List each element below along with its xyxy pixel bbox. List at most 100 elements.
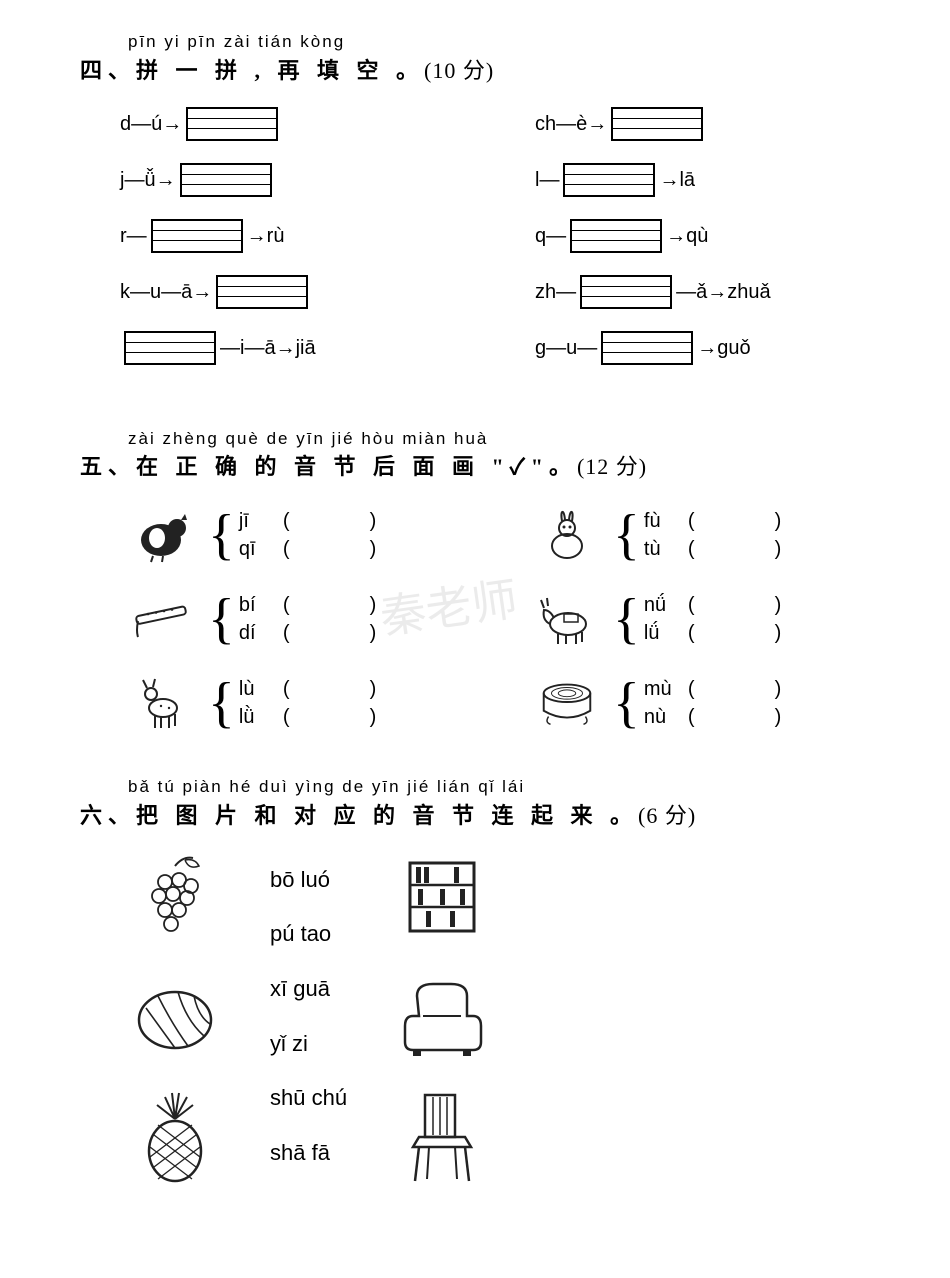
bracket: { bí() dí() bbox=[208, 591, 376, 647]
option-a[interactable]: jī() bbox=[239, 507, 376, 535]
option-text: lǜ bbox=[239, 703, 283, 731]
option-a[interactable]: lù() bbox=[239, 675, 376, 703]
match-word[interactable]: pú tao bbox=[270, 919, 347, 950]
bracket: { mù() nù() bbox=[613, 675, 781, 731]
answer-box[interactable] bbox=[216, 275, 308, 309]
option-b[interactable]: nù() bbox=[644, 703, 781, 731]
row-post: —ǎ→zhuǎ bbox=[676, 278, 771, 306]
option-a[interactable]: bí() bbox=[239, 591, 376, 619]
row-pre: ch—è→ bbox=[535, 110, 607, 138]
section-4-num: 四、 bbox=[80, 58, 136, 83]
choice-item: { lù() lǜ() bbox=[130, 671, 465, 735]
pinyin-row: r—→rù bbox=[120, 219, 455, 253]
match-word[interactable]: xī guā bbox=[270, 974, 347, 1005]
row-pre: q— bbox=[535, 222, 566, 250]
section-4-pinyin: pīn yi pīn zài tián kòng bbox=[128, 30, 870, 54]
option-a[interactable]: fù() bbox=[644, 507, 781, 535]
brace-icon: { bbox=[208, 507, 235, 563]
row-pre: l— bbox=[535, 166, 559, 194]
option-b[interactable]: tù() bbox=[644, 535, 781, 563]
option-text: tù bbox=[644, 535, 688, 563]
section-4-left-col: d—ú→ j—ǚ→ r—→rù k—u—ā→ —i—ā→jiā bbox=[120, 107, 455, 387]
option-text: bí bbox=[239, 591, 283, 619]
row-post: →guǒ bbox=[697, 334, 750, 362]
section-4-heading: pīn yi pīn zài tián kòng 四、拼 一 拼 , 再 填 空… bbox=[80, 30, 870, 87]
row-post: →lā bbox=[659, 166, 695, 194]
section-5-points: (12 分) bbox=[577, 454, 647, 479]
answer-box[interactable] bbox=[563, 163, 655, 197]
option-a[interactable]: nǘ() bbox=[644, 591, 781, 619]
pinyin-row: ch—è→ bbox=[535, 107, 870, 141]
option-text: lǘ bbox=[644, 619, 688, 647]
section-4: pīn yi pīn zài tián kòng 四、拼 一 拼 , 再 填 空… bbox=[80, 30, 870, 387]
section-4-grid: d—ú→ j—ǚ→ r—→rù k—u—ā→ —i—ā→jiā ch—è→ l—… bbox=[120, 107, 870, 387]
section-6-match: bō luó pú tao xī guā yǐ zi shū chú shā f… bbox=[130, 852, 870, 1182]
choice-item: { bí() dí() bbox=[130, 587, 465, 651]
match-word[interactable]: shū chú bbox=[270, 1083, 347, 1114]
answer-box[interactable] bbox=[601, 331, 693, 365]
choice-item: { jī() qī() bbox=[130, 503, 465, 567]
brace-icon: { bbox=[208, 675, 235, 731]
row-post: →rù bbox=[247, 222, 285, 250]
answer-box[interactable] bbox=[151, 219, 243, 253]
section-6-text: 把 图 片 和 对 应 的 音 节 连 起 来 。 bbox=[136, 803, 638, 828]
bookshelf-icon[interactable] bbox=[397, 852, 487, 942]
option-text: nù bbox=[644, 703, 688, 731]
flute-icon bbox=[130, 587, 194, 651]
section-5-title: 五、在 正 确 的 音 节 后 面 画 "✓"。(12 分) bbox=[80, 452, 870, 483]
option-text: mù bbox=[644, 675, 688, 703]
section-5-text: 在 正 确 的 音 节 后 面 画 "✓"。 bbox=[136, 454, 577, 479]
match-right-col bbox=[397, 852, 487, 1182]
answer-box[interactable] bbox=[186, 107, 278, 141]
rabbit-icon bbox=[535, 503, 599, 567]
match-words-col: bō luó pú tao xī guā yǐ zi shū chú shā f… bbox=[270, 852, 347, 1182]
answer-box[interactable] bbox=[570, 219, 662, 253]
pineapple-icon[interactable] bbox=[130, 1092, 220, 1182]
row-pre: d—ú→ bbox=[120, 110, 182, 138]
section-6-heading: bǎ tú piàn hé duì yìng de yīn jié lián q… bbox=[80, 775, 870, 832]
options: bí() dí() bbox=[239, 591, 376, 647]
answer-box[interactable] bbox=[180, 163, 272, 197]
brace-icon: { bbox=[613, 675, 640, 731]
deer-icon bbox=[130, 671, 194, 735]
answer-box[interactable] bbox=[611, 107, 703, 141]
option-b[interactable]: lǜ() bbox=[239, 703, 376, 731]
option-text: jī bbox=[239, 507, 283, 535]
watermelon-icon[interactable] bbox=[130, 972, 220, 1062]
sofa-icon[interactable] bbox=[397, 972, 487, 1062]
chicken-icon bbox=[130, 503, 194, 567]
match-word[interactable]: yǐ zi bbox=[270, 1029, 347, 1060]
row-post: —i—ā→jiā bbox=[220, 334, 316, 362]
option-a[interactable]: mù() bbox=[644, 675, 781, 703]
bracket: { jī() qī() bbox=[208, 507, 376, 563]
section-5-grid: { jī() qī() { fù() tù() bbox=[130, 503, 870, 735]
row-post: →qù bbox=[666, 222, 708, 250]
option-text: fù bbox=[644, 507, 688, 535]
options: jī() qī() bbox=[239, 507, 376, 563]
bracket: { lù() lǜ() bbox=[208, 675, 376, 731]
option-text: qī bbox=[239, 535, 283, 563]
pinyin-row: l— →lā bbox=[535, 163, 870, 197]
match-word[interactable]: bō luó bbox=[270, 865, 347, 896]
pinyin-row: q— →qù bbox=[535, 219, 870, 253]
stump-icon bbox=[535, 671, 599, 735]
grapes-icon[interactable] bbox=[130, 852, 220, 942]
pinyin-row: g—u—→guǒ bbox=[535, 331, 870, 365]
option-b[interactable]: qī() bbox=[239, 535, 376, 563]
option-b[interactable]: lǘ() bbox=[644, 619, 781, 647]
options: nǘ() lǘ() bbox=[644, 591, 781, 647]
section-5-num: 五、 bbox=[80, 454, 136, 479]
option-b[interactable]: dí() bbox=[239, 619, 376, 647]
section-5-pinyin: zài zhèng què de yīn jié hòu miàn huà bbox=[128, 427, 870, 451]
match-word[interactable]: shā fā bbox=[270, 1138, 347, 1169]
chair-icon[interactable] bbox=[397, 1092, 487, 1182]
answer-box[interactable] bbox=[124, 331, 216, 365]
option-text: lù bbox=[239, 675, 283, 703]
brace-icon: { bbox=[208, 591, 235, 647]
pinyin-row: j—ǚ→ bbox=[120, 163, 455, 197]
pinyin-row: k—u—ā→ bbox=[120, 275, 455, 309]
answer-box[interactable] bbox=[580, 275, 672, 309]
choice-item: { nǘ() lǘ() bbox=[535, 587, 870, 651]
row-pre: k—u—ā→ bbox=[120, 278, 212, 306]
option-text: nǘ bbox=[644, 591, 688, 619]
